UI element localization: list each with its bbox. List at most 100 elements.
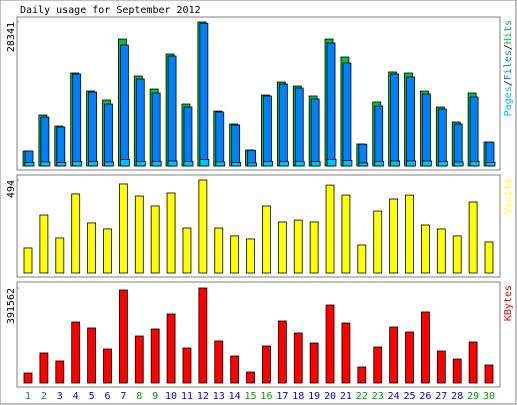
x-tick-label: 21 bbox=[340, 391, 352, 402]
legend-entry: KBytes bbox=[503, 285, 514, 321]
bar bbox=[436, 350, 446, 384]
bar bbox=[182, 347, 192, 384]
bar bbox=[231, 124, 241, 167]
x-tick-label: 10 bbox=[165, 391, 177, 402]
bar bbox=[199, 158, 210, 167]
bar bbox=[87, 222, 96, 274]
bar bbox=[294, 161, 305, 167]
bar bbox=[119, 158, 130, 167]
bar bbox=[405, 331, 414, 384]
bar bbox=[453, 123, 463, 167]
bar bbox=[421, 311, 430, 384]
x-tick-label: 19 bbox=[308, 391, 320, 402]
bar bbox=[468, 201, 478, 274]
bar bbox=[293, 332, 303, 384]
bar bbox=[389, 198, 399, 274]
bar bbox=[263, 161, 273, 167]
bar bbox=[342, 160, 353, 167]
bar bbox=[231, 162, 242, 167]
bar bbox=[437, 108, 447, 167]
bar bbox=[230, 235, 240, 274]
y-tick-label: 494 bbox=[6, 180, 17, 198]
x-tick-label: 28 bbox=[451, 391, 463, 402]
bar bbox=[390, 73, 400, 167]
panel-frame bbox=[16, 281, 501, 388]
bar bbox=[183, 161, 194, 167]
bar bbox=[87, 327, 96, 384]
bar bbox=[71, 321, 81, 384]
legend-separator: / bbox=[503, 80, 514, 86]
bar bbox=[406, 160, 416, 167]
x-tick-label: 2 bbox=[41, 391, 47, 402]
x-tick-label: 5 bbox=[89, 391, 95, 402]
bar bbox=[198, 287, 208, 384]
bar bbox=[277, 320, 287, 384]
panel-frame bbox=[16, 16, 501, 171]
x-tick-label: 29 bbox=[467, 391, 479, 402]
bar bbox=[215, 161, 226, 167]
bar bbox=[422, 93, 431, 167]
bar bbox=[341, 322, 351, 384]
bar bbox=[310, 98, 320, 167]
bar bbox=[484, 241, 494, 274]
bar bbox=[151, 92, 161, 167]
x-tick-label: 27 bbox=[435, 391, 447, 402]
x-tick-label: 4 bbox=[73, 391, 79, 402]
bar bbox=[134, 335, 144, 384]
x-tick-label: 20 bbox=[324, 391, 336, 402]
x-tick-label: 9 bbox=[152, 391, 158, 402]
bar bbox=[246, 371, 255, 384]
bar bbox=[452, 235, 462, 274]
bar bbox=[373, 210, 383, 274]
bar bbox=[215, 111, 225, 167]
bar bbox=[88, 161, 98, 167]
bar bbox=[72, 161, 83, 167]
bar bbox=[294, 87, 304, 167]
bar bbox=[39, 214, 49, 274]
bar bbox=[357, 366, 367, 384]
legend-separator: / bbox=[503, 44, 514, 50]
bar bbox=[55, 360, 65, 384]
bar bbox=[118, 183, 128, 274]
bar bbox=[405, 194, 414, 274]
chart-title: Daily usage for September 2012 bbox=[20, 5, 201, 16]
bar bbox=[39, 352, 49, 384]
bar bbox=[437, 161, 448, 167]
bar bbox=[23, 372, 33, 384]
x-tick-label: 24 bbox=[388, 391, 400, 402]
bar bbox=[167, 55, 177, 167]
bar bbox=[246, 238, 255, 274]
bar bbox=[374, 161, 385, 167]
x-tick-label: 6 bbox=[104, 391, 110, 402]
bar bbox=[452, 358, 462, 384]
bar bbox=[406, 76, 415, 167]
bar bbox=[40, 116, 50, 167]
x-tick-label: 15 bbox=[245, 391, 257, 402]
bar bbox=[326, 158, 337, 167]
bar bbox=[262, 345, 271, 384]
bar bbox=[214, 227, 224, 274]
bar bbox=[150, 205, 160, 274]
y-tick-label: 391562 bbox=[6, 288, 17, 324]
bar bbox=[214, 340, 224, 384]
bar bbox=[88, 91, 97, 167]
bar bbox=[389, 326, 399, 384]
bar bbox=[468, 341, 478, 384]
bar bbox=[469, 161, 480, 167]
bar bbox=[358, 162, 369, 167]
bar bbox=[135, 78, 145, 167]
bar bbox=[484, 364, 494, 384]
legend: KBytes bbox=[503, 285, 514, 321]
bar bbox=[24, 162, 35, 167]
bar bbox=[325, 304, 335, 384]
bar bbox=[104, 103, 113, 167]
bar bbox=[357, 244, 367, 274]
x-tick-label: 14 bbox=[229, 391, 241, 402]
legend-entry: Pages bbox=[503, 86, 514, 116]
x-tick-label: 1 bbox=[25, 391, 31, 402]
bar bbox=[198, 179, 208, 274]
bar bbox=[103, 228, 112, 274]
legend-entry: Hits bbox=[503, 20, 514, 44]
bar bbox=[373, 346, 383, 384]
panel-frame bbox=[16, 174, 501, 278]
